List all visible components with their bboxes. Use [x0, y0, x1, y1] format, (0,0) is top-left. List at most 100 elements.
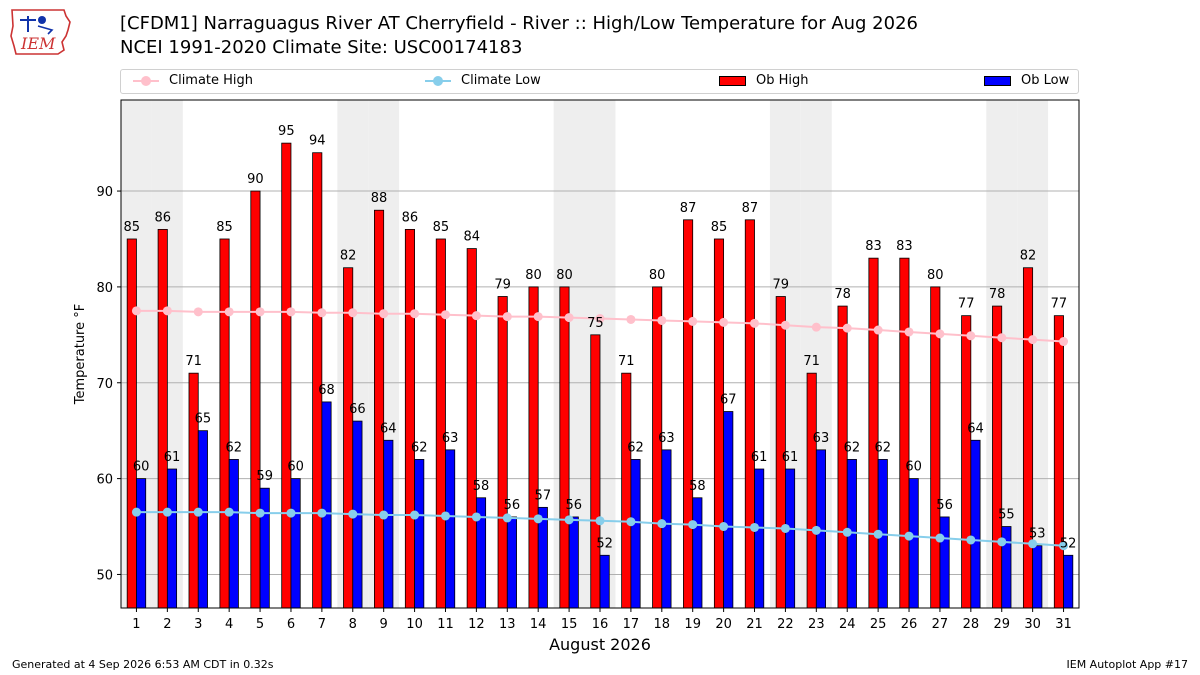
label-ob-low-1: 60 [133, 460, 150, 475]
climate-low-point-25 [873, 529, 883, 539]
x-tick-label-29: 29 [993, 617, 1010, 632]
label-ob-high-27: 80 [927, 268, 944, 283]
label-ob-high-26: 83 [896, 239, 913, 254]
climate-high-point-28 [966, 331, 976, 341]
bar-ob-low-18 [661, 449, 672, 609]
x-tick-label-31: 31 [1055, 617, 1072, 632]
climate-low-point-10 [410, 510, 420, 520]
climate-low-point-17 [626, 517, 636, 527]
y-tick-label-50: 50 [96, 568, 113, 583]
climate-low-point-21 [750, 522, 760, 532]
climate-low-point-3 [193, 507, 203, 517]
plot-frame [120, 99, 1080, 609]
label-ob-high-2: 86 [154, 210, 171, 225]
label-ob-low-16: 52 [596, 536, 613, 551]
climate-high-point-7 [317, 308, 327, 318]
y-tick-label-70: 70 [96, 377, 113, 392]
bar-ob-high-19 [683, 219, 694, 609]
bar-ob-high-4 [219, 238, 230, 609]
x-tick-label-8: 8 [349, 617, 357, 632]
label-ob-low-30: 53 [1029, 527, 1046, 542]
label-ob-low-5: 59 [256, 469, 273, 484]
climate-low-point-4 [224, 507, 234, 517]
climate-high-point-2 [162, 306, 172, 316]
climate-low-point-22 [780, 523, 790, 533]
x-tick-label-11: 11 [437, 617, 454, 632]
x-tick-label-1: 1 [132, 617, 140, 632]
climate-high-point-13 [502, 312, 512, 322]
label-ob-high-8: 82 [340, 249, 357, 264]
x-tick-label-26: 26 [901, 617, 918, 632]
label-ob-low-21: 61 [751, 450, 768, 465]
bar-ob-high-12 [466, 248, 477, 609]
label-ob-low-25: 62 [874, 440, 891, 455]
climate-high-point-22 [780, 320, 790, 330]
climate-low-point-19 [688, 520, 698, 530]
bar-ob-low-7 [321, 401, 332, 609]
climate-low-point-30 [1028, 539, 1038, 549]
legend: Climate High Climate Low Ob High Ob Low [120, 69, 1079, 94]
y-tick-label-90: 90 [96, 185, 113, 200]
legend-climate-high: Climate High [133, 73, 253, 88]
bar-ob-high-10 [404, 228, 415, 609]
label-ob-high-3: 71 [185, 354, 202, 369]
climate-low-point-23 [811, 525, 821, 535]
climate-low-point-28 [966, 535, 976, 545]
label-ob-low-17: 62 [627, 440, 644, 455]
iem-logo: IEM [8, 6, 74, 60]
label-ob-high-7: 94 [309, 134, 326, 149]
climate-low-point-29 [997, 537, 1007, 547]
climate-low-point-6 [286, 508, 296, 518]
x-tick-label-7: 7 [318, 617, 326, 632]
climate-high-point-18 [657, 315, 667, 325]
bar-ob-low-30 [1032, 545, 1043, 609]
label-ob-low-11: 63 [442, 431, 459, 446]
legend-ob-high: Ob High [719, 73, 809, 88]
climate-high-point-14 [533, 312, 543, 322]
label-ob-high-14: 80 [525, 268, 542, 283]
label-ob-low-24: 62 [844, 440, 861, 455]
bar-ob-high-1 [126, 238, 137, 609]
label-ob-high-25: 83 [865, 239, 882, 254]
bar-ob-low-26 [908, 478, 919, 609]
bar-ob-high-21 [744, 219, 755, 609]
bar-ob-high-2 [157, 228, 168, 609]
label-ob-low-13: 56 [504, 498, 521, 513]
x-tick-label-16: 16 [592, 617, 609, 632]
label-ob-high-30: 82 [1020, 249, 1037, 264]
label-ob-high-24: 78 [834, 287, 851, 302]
bar-ob-low-19 [692, 497, 703, 609]
bar-ob-low-11 [445, 449, 456, 609]
label-ob-low-6: 60 [287, 460, 304, 475]
climate-low-point-14 [533, 514, 543, 524]
bar-ob-low-1 [136, 478, 147, 609]
x-tick-label-9: 9 [380, 617, 388, 632]
climate-high-point-8 [348, 308, 358, 318]
y-axis-label: Temperature °F [73, 304, 88, 405]
label-ob-high-5: 90 [247, 172, 264, 187]
footer-app: IEM Autoplot App #17 [1066, 658, 1189, 671]
x-axis-label: August 2026 [549, 635, 651, 654]
climate-high-point-10 [410, 309, 420, 319]
climate-high-point-25 [873, 325, 883, 335]
x-tick-label-14: 14 [530, 617, 547, 632]
x-tick-label-3: 3 [194, 617, 202, 632]
bar-ob-low-15 [568, 516, 579, 609]
y-tick-label-80: 80 [96, 281, 113, 296]
chart-title: [CFDM1] Narraguagus River AT Cherryfield… [120, 13, 918, 34]
legend-ob-low-label: Ob Low [1021, 73, 1070, 88]
climate-high-point-31 [1059, 337, 1069, 347]
label-ob-low-10: 62 [411, 440, 428, 455]
climate-lines [131, 306, 1069, 551]
x-tick-label-13: 13 [499, 617, 516, 632]
label-ob-high-4: 85 [216, 220, 233, 235]
bar-ob-high-7 [312, 152, 323, 609]
bar-ob-low-27 [939, 516, 950, 609]
x-tick-label-12: 12 [468, 617, 485, 632]
legend-climate-low-label: Climate Low [461, 73, 541, 88]
label-ob-low-2: 61 [164, 450, 181, 465]
legend-climate-high-label: Climate High [169, 73, 254, 88]
legend-climate-low: Climate Low [425, 73, 541, 88]
bar-ob-high-26 [899, 257, 910, 609]
